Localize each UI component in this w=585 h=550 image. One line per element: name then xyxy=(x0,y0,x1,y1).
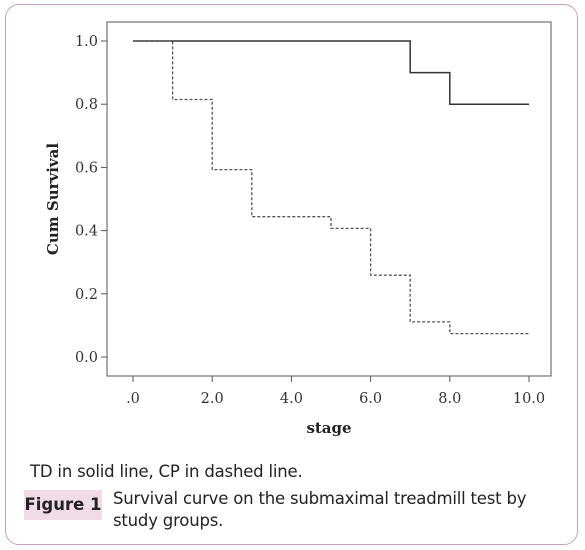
figure-caption: Survival curve on the submaximal treadmi… xyxy=(113,489,527,530)
x-tick-label: .0 xyxy=(126,391,140,407)
x-tick-label: 8.0 xyxy=(438,391,461,407)
x-axis: .0 2.0 4.0 6.0 8.0 10.0 xyxy=(126,376,545,407)
figure-label: Figure 1 xyxy=(24,490,102,520)
y-axis: 0.0 0.2 0.4 0.6 0.8 1.0 xyxy=(75,34,107,366)
series-line-solid xyxy=(133,40,529,105)
x-tick-label: 4.0 xyxy=(280,391,303,407)
y-tick-label: 0.8 xyxy=(75,97,98,113)
x-tick-label: 6.0 xyxy=(359,391,382,407)
plot-border xyxy=(106,21,552,377)
survival-chart: 0.0 0.2 0.4 0.6 0.8 1.0 .0 2.0 4.0 6.0 8.0 10.0 st… xyxy=(44,21,552,437)
x-axis-label: stage xyxy=(306,419,351,437)
series-layer xyxy=(133,40,529,335)
y-axis-label: Cum Survival xyxy=(44,143,62,255)
y-tick-label: 0.0 xyxy=(75,350,98,366)
x-tick-label: 10.0 xyxy=(513,391,545,407)
figure-frame xyxy=(5,4,578,545)
y-tick-label: 0.2 xyxy=(75,287,98,303)
y-tick-label: 0.4 xyxy=(75,224,98,240)
y-tick-label: 1.0 xyxy=(75,34,98,50)
y-tick-label: 0.6 xyxy=(75,160,98,176)
legend-note: TD in solid line, CP in dashed line. xyxy=(30,462,303,481)
x-tick-label: 2.0 xyxy=(201,391,224,407)
plot-area xyxy=(106,21,552,377)
series-line-dashed xyxy=(133,40,529,335)
